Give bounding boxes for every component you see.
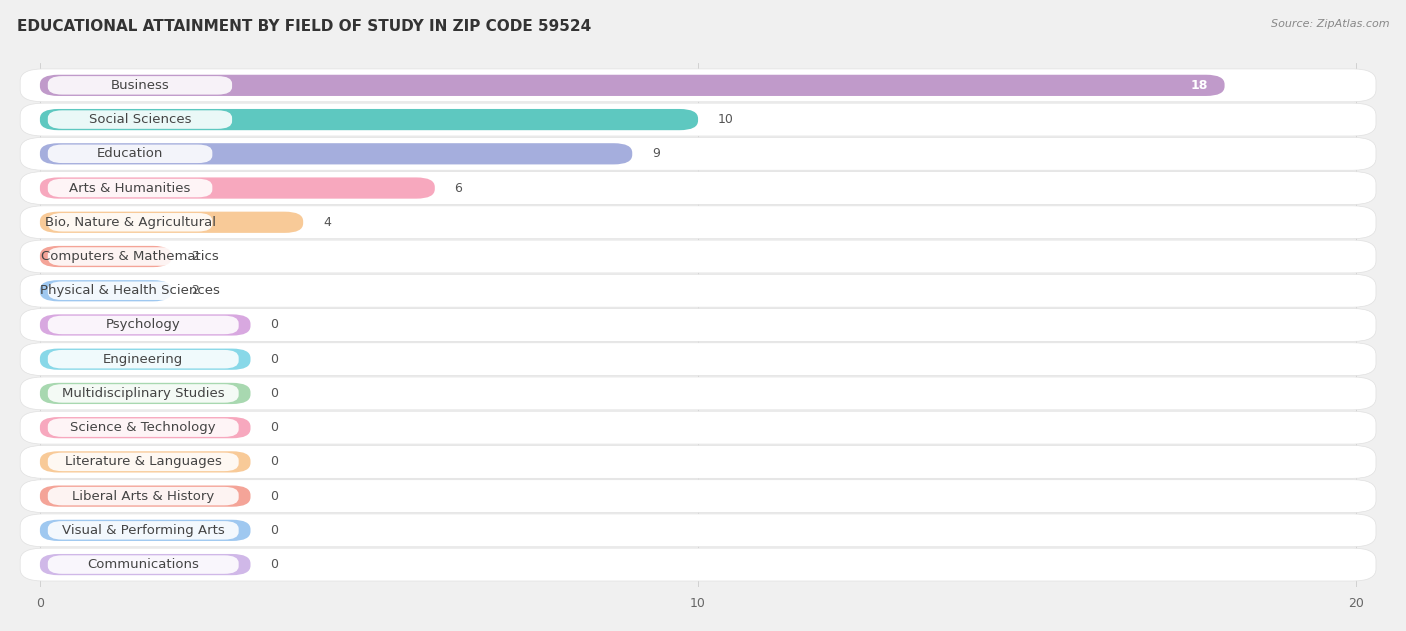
Text: 9: 9 <box>652 147 659 160</box>
FancyBboxPatch shape <box>39 74 1225 96</box>
FancyBboxPatch shape <box>20 377 1376 410</box>
FancyBboxPatch shape <box>39 520 250 541</box>
FancyBboxPatch shape <box>48 144 212 163</box>
FancyBboxPatch shape <box>20 480 1376 512</box>
FancyBboxPatch shape <box>20 411 1376 444</box>
Text: Communications: Communications <box>87 558 200 571</box>
Text: Science & Technology: Science & Technology <box>70 421 217 434</box>
FancyBboxPatch shape <box>48 487 239 505</box>
Text: 6: 6 <box>454 182 463 194</box>
FancyBboxPatch shape <box>39 314 250 336</box>
FancyBboxPatch shape <box>48 452 239 471</box>
FancyBboxPatch shape <box>39 109 697 130</box>
Text: 2: 2 <box>191 284 200 297</box>
FancyBboxPatch shape <box>48 247 212 266</box>
Text: Arts & Humanities: Arts & Humanities <box>69 182 191 194</box>
Text: 0: 0 <box>270 421 278 434</box>
Text: Bio, Nature & Agricultural: Bio, Nature & Agricultural <box>45 216 215 229</box>
FancyBboxPatch shape <box>48 213 212 232</box>
FancyBboxPatch shape <box>39 177 434 199</box>
FancyBboxPatch shape <box>20 514 1376 547</box>
Text: Computers & Mathematics: Computers & Mathematics <box>41 250 219 263</box>
Text: 0: 0 <box>270 524 278 537</box>
FancyBboxPatch shape <box>20 69 1376 102</box>
Text: 0: 0 <box>270 319 278 331</box>
FancyBboxPatch shape <box>39 485 250 507</box>
Text: Business: Business <box>111 79 169 92</box>
FancyBboxPatch shape <box>20 343 1376 375</box>
Text: 0: 0 <box>270 456 278 468</box>
FancyBboxPatch shape <box>20 240 1376 273</box>
FancyBboxPatch shape <box>20 172 1376 204</box>
Text: Physical & Health Sciences: Physical & Health Sciences <box>41 284 219 297</box>
FancyBboxPatch shape <box>48 281 212 300</box>
FancyBboxPatch shape <box>48 316 239 334</box>
Text: 0: 0 <box>270 387 278 400</box>
Text: Social Sciences: Social Sciences <box>89 113 191 126</box>
FancyBboxPatch shape <box>48 418 239 437</box>
FancyBboxPatch shape <box>39 451 250 473</box>
Text: Liberal Arts & History: Liberal Arts & History <box>72 490 214 503</box>
Text: Source: ZipAtlas.com: Source: ZipAtlas.com <box>1271 19 1389 29</box>
FancyBboxPatch shape <box>20 548 1376 581</box>
FancyBboxPatch shape <box>39 143 633 165</box>
FancyBboxPatch shape <box>39 554 250 575</box>
Text: Education: Education <box>97 147 163 160</box>
FancyBboxPatch shape <box>48 555 239 574</box>
FancyBboxPatch shape <box>48 76 232 95</box>
FancyBboxPatch shape <box>20 206 1376 239</box>
Text: 0: 0 <box>270 490 278 503</box>
Text: Engineering: Engineering <box>103 353 183 366</box>
FancyBboxPatch shape <box>39 348 250 370</box>
FancyBboxPatch shape <box>48 179 212 198</box>
FancyBboxPatch shape <box>39 246 172 267</box>
FancyBboxPatch shape <box>20 103 1376 136</box>
FancyBboxPatch shape <box>48 350 239 369</box>
FancyBboxPatch shape <box>20 138 1376 170</box>
Text: 0: 0 <box>270 353 278 366</box>
Text: Psychology: Psychology <box>105 319 180 331</box>
FancyBboxPatch shape <box>39 417 250 439</box>
Text: Visual & Performing Arts: Visual & Performing Arts <box>62 524 225 537</box>
Text: 4: 4 <box>323 216 330 229</box>
Text: 18: 18 <box>1191 79 1208 92</box>
Text: Literature & Languages: Literature & Languages <box>65 456 222 468</box>
FancyBboxPatch shape <box>20 445 1376 478</box>
FancyBboxPatch shape <box>20 309 1376 341</box>
Text: EDUCATIONAL ATTAINMENT BY FIELD OF STUDY IN ZIP CODE 59524: EDUCATIONAL ATTAINMENT BY FIELD OF STUDY… <box>17 19 591 34</box>
FancyBboxPatch shape <box>48 521 239 540</box>
Text: Multidisciplinary Studies: Multidisciplinary Studies <box>62 387 225 400</box>
FancyBboxPatch shape <box>39 383 250 404</box>
FancyBboxPatch shape <box>48 110 232 129</box>
FancyBboxPatch shape <box>48 384 239 403</box>
FancyBboxPatch shape <box>39 211 304 233</box>
Text: 0: 0 <box>270 558 278 571</box>
FancyBboxPatch shape <box>20 274 1376 307</box>
Text: 10: 10 <box>718 113 734 126</box>
FancyBboxPatch shape <box>39 280 172 302</box>
Text: 2: 2 <box>191 250 200 263</box>
